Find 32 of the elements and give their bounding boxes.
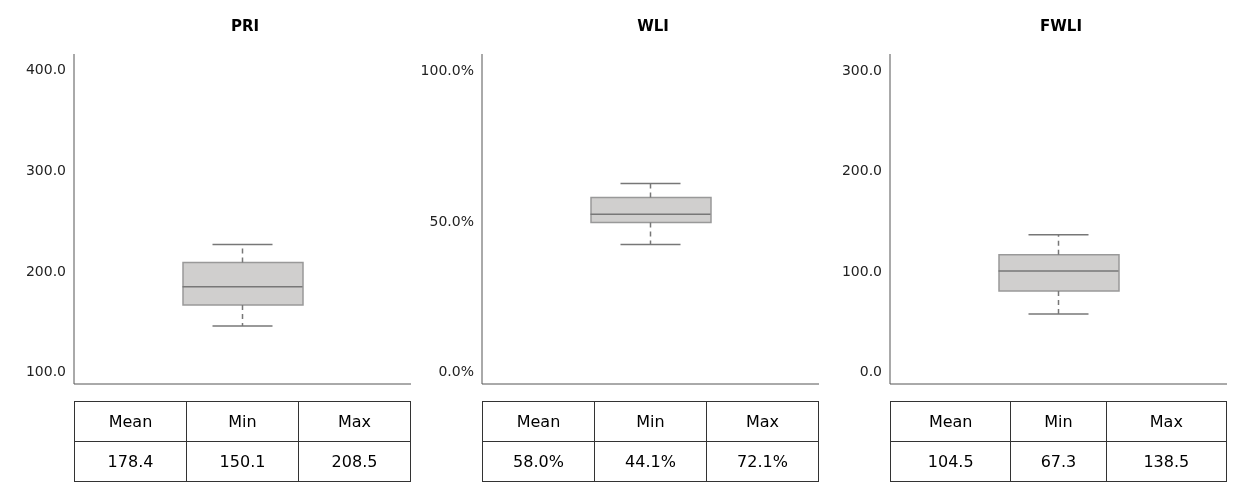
chart-title: PRI xyxy=(229,16,261,37)
y-tick-label: 400.0 xyxy=(25,61,66,78)
text: Max xyxy=(1106,401,1227,442)
text: Min xyxy=(594,401,707,442)
y-tick-label: 0.0% xyxy=(438,363,474,380)
text: Min xyxy=(1010,401,1107,442)
y-tick-label: 200.0 xyxy=(841,162,882,179)
chart-title: FWLI xyxy=(1039,16,1083,37)
y-tick-label: 100.0 xyxy=(25,363,66,380)
y-tick-label: 200.0 xyxy=(25,262,66,279)
y-tick-label: 100.0 xyxy=(841,262,882,279)
text: 138.5 xyxy=(1106,441,1227,482)
y-tick-label: 300.0 xyxy=(25,161,66,178)
text: Mean xyxy=(482,401,595,442)
text: Mean xyxy=(74,401,187,442)
y-tick-label: 0.0 xyxy=(859,363,882,380)
chart-title: WLI xyxy=(636,16,670,37)
y-tick-label: 50.0% xyxy=(429,212,474,229)
text: Max xyxy=(298,401,411,442)
text: 150.1 xyxy=(186,441,299,482)
y-tick-label: 100.0% xyxy=(420,62,474,79)
text: 178.4 xyxy=(74,441,187,482)
y-tick-label: 300.0 xyxy=(841,62,882,79)
text: 208.5 xyxy=(298,441,411,482)
text: 104.5 xyxy=(890,441,1011,482)
text: 72.1% xyxy=(706,441,819,482)
text: Mean xyxy=(890,401,1011,442)
text: 67.3 xyxy=(1010,441,1107,482)
text: Max xyxy=(706,401,819,442)
text: 58.0% xyxy=(482,441,595,482)
text: 44.1% xyxy=(594,441,707,482)
text: Min xyxy=(186,401,299,442)
